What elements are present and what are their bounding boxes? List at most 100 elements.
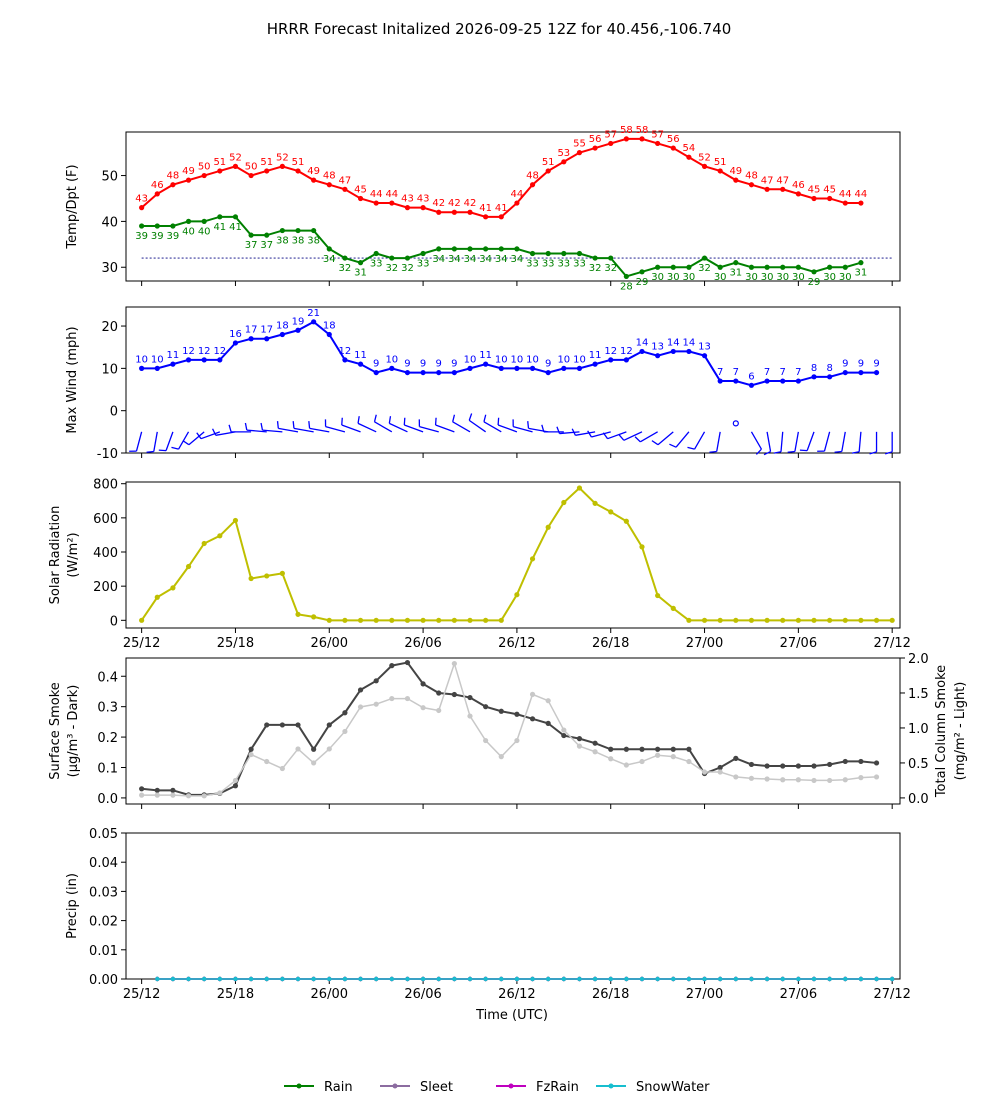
smoke_surface-point <box>624 747 629 752</box>
wind-data-label: 9 <box>842 359 848 370</box>
wind-point <box>858 370 863 375</box>
smoke_surface-point <box>577 736 582 741</box>
dewpoint-point <box>608 255 613 260</box>
dewpoint-point <box>764 265 769 270</box>
wind-barb <box>171 432 188 449</box>
wind-point <box>170 362 175 367</box>
dewpoint-data-label: 41 <box>213 222 226 233</box>
wind-barb <box>342 418 361 432</box>
dewpoint-data-label: 32 <box>589 263 602 274</box>
wind-barb <box>261 423 282 432</box>
wind-barb <box>669 432 689 447</box>
dewpoint-data-label: 34 <box>479 254 492 265</box>
wind-barb-flag <box>635 437 640 442</box>
wind-barb-flag <box>453 415 455 422</box>
wind-barb-flag <box>245 423 246 430</box>
x-tick-label: 27/06 <box>780 636 817 651</box>
solar-point <box>624 519 629 524</box>
dewpoint-data-label: 40 <box>182 226 195 237</box>
wind-barb-flag <box>669 444 676 447</box>
temp-point <box>186 178 191 183</box>
temp-point <box>702 164 707 169</box>
solar-point <box>202 541 207 546</box>
wind-data-label: 7 <box>780 367 786 378</box>
smoke_surface-point <box>780 763 785 768</box>
smoke_column-point <box>436 708 441 713</box>
dewpoint-data-label: 34 <box>448 254 461 265</box>
wind-point <box>843 370 848 375</box>
smoke_surface-point <box>639 747 644 752</box>
x-tick-label: 25/12 <box>123 636 160 651</box>
dewpoint-point <box>843 265 848 270</box>
smoke_surface-point <box>280 722 285 727</box>
temp-point <box>686 155 691 160</box>
temp-point <box>217 168 222 173</box>
wind-point <box>499 366 504 371</box>
smoke_column-point <box>546 698 551 703</box>
solar-point <box>592 501 597 506</box>
smoke_surface-point <box>546 721 551 726</box>
solar-point <box>327 618 332 623</box>
solar-point <box>874 618 879 623</box>
snowwater-point <box>781 977 785 981</box>
snowwater-point <box>280 977 284 981</box>
wind-barb-flag <box>358 416 359 423</box>
temp-point <box>796 191 801 196</box>
wind-data-label: 10 <box>464 354 477 365</box>
dewpoint-data-label: 33 <box>417 258 430 269</box>
dewpoint-data-label: 32 <box>339 263 352 274</box>
dewpoint-data-label: 38 <box>292 236 305 247</box>
wind-barb-staff <box>695 432 705 449</box>
wind-barb-staff <box>781 432 783 452</box>
x-tick-label: 26/06 <box>404 987 441 1002</box>
wind-barb <box>436 418 455 432</box>
wind-point <box>311 319 316 324</box>
temp-data-label: 53 <box>557 148 570 159</box>
temp-data-label: 48 <box>745 171 758 182</box>
snowwater-point <box>827 977 831 981</box>
wind-point <box>624 357 629 362</box>
y-tick-label: 0.01 <box>89 944 118 959</box>
wind-data-label: 10 <box>151 354 164 365</box>
wind-point <box>342 357 347 362</box>
snowwater-point <box>171 977 175 981</box>
temp-point <box>420 205 425 210</box>
temp-data-label: 44 <box>385 189 398 200</box>
wind-barb-flag <box>498 418 499 425</box>
wind-barb-flag <box>389 416 390 423</box>
wind-barb-staff <box>751 432 761 449</box>
wind-data-label: 11 <box>354 350 367 361</box>
wind-point <box>374 370 379 375</box>
y-tick-label: 10 <box>101 362 118 377</box>
smoke_column-point <box>264 759 269 764</box>
wind-barb-staff <box>154 432 157 452</box>
dewpoint-data-label: 31 <box>354 268 367 279</box>
y-axis-unit: (μg/m³ - Dark) <box>66 685 81 778</box>
wind-point <box>874 370 879 375</box>
solar-point <box>577 485 582 490</box>
snowwater-point <box>311 977 315 981</box>
temp-data-label: 47 <box>761 175 774 186</box>
smoke_column-point <box>827 778 832 783</box>
temp-data-label: 52 <box>276 152 289 163</box>
wind-point <box>217 357 222 362</box>
smoke_column-point <box>186 793 191 798</box>
wind-point <box>186 357 191 362</box>
wind-barb <box>528 421 548 432</box>
solar-point <box>639 544 644 549</box>
wind-barb <box>147 432 158 452</box>
wind-barbs <box>129 413 892 454</box>
smoke_surface-point <box>561 733 566 738</box>
temp-point <box>452 210 457 215</box>
series-line-smoke_surface <box>142 663 877 795</box>
smoke_column-point <box>295 746 300 751</box>
temp-point <box>264 168 269 173</box>
wind-data-label: 9 <box>404 359 410 370</box>
smoke_surface-point <box>686 747 691 752</box>
temp-data-label: 43 <box>417 194 430 205</box>
smoke_column-point <box>311 760 316 765</box>
smoke_surface-point <box>405 660 410 665</box>
legend-label: Sleet <box>420 1080 453 1095</box>
